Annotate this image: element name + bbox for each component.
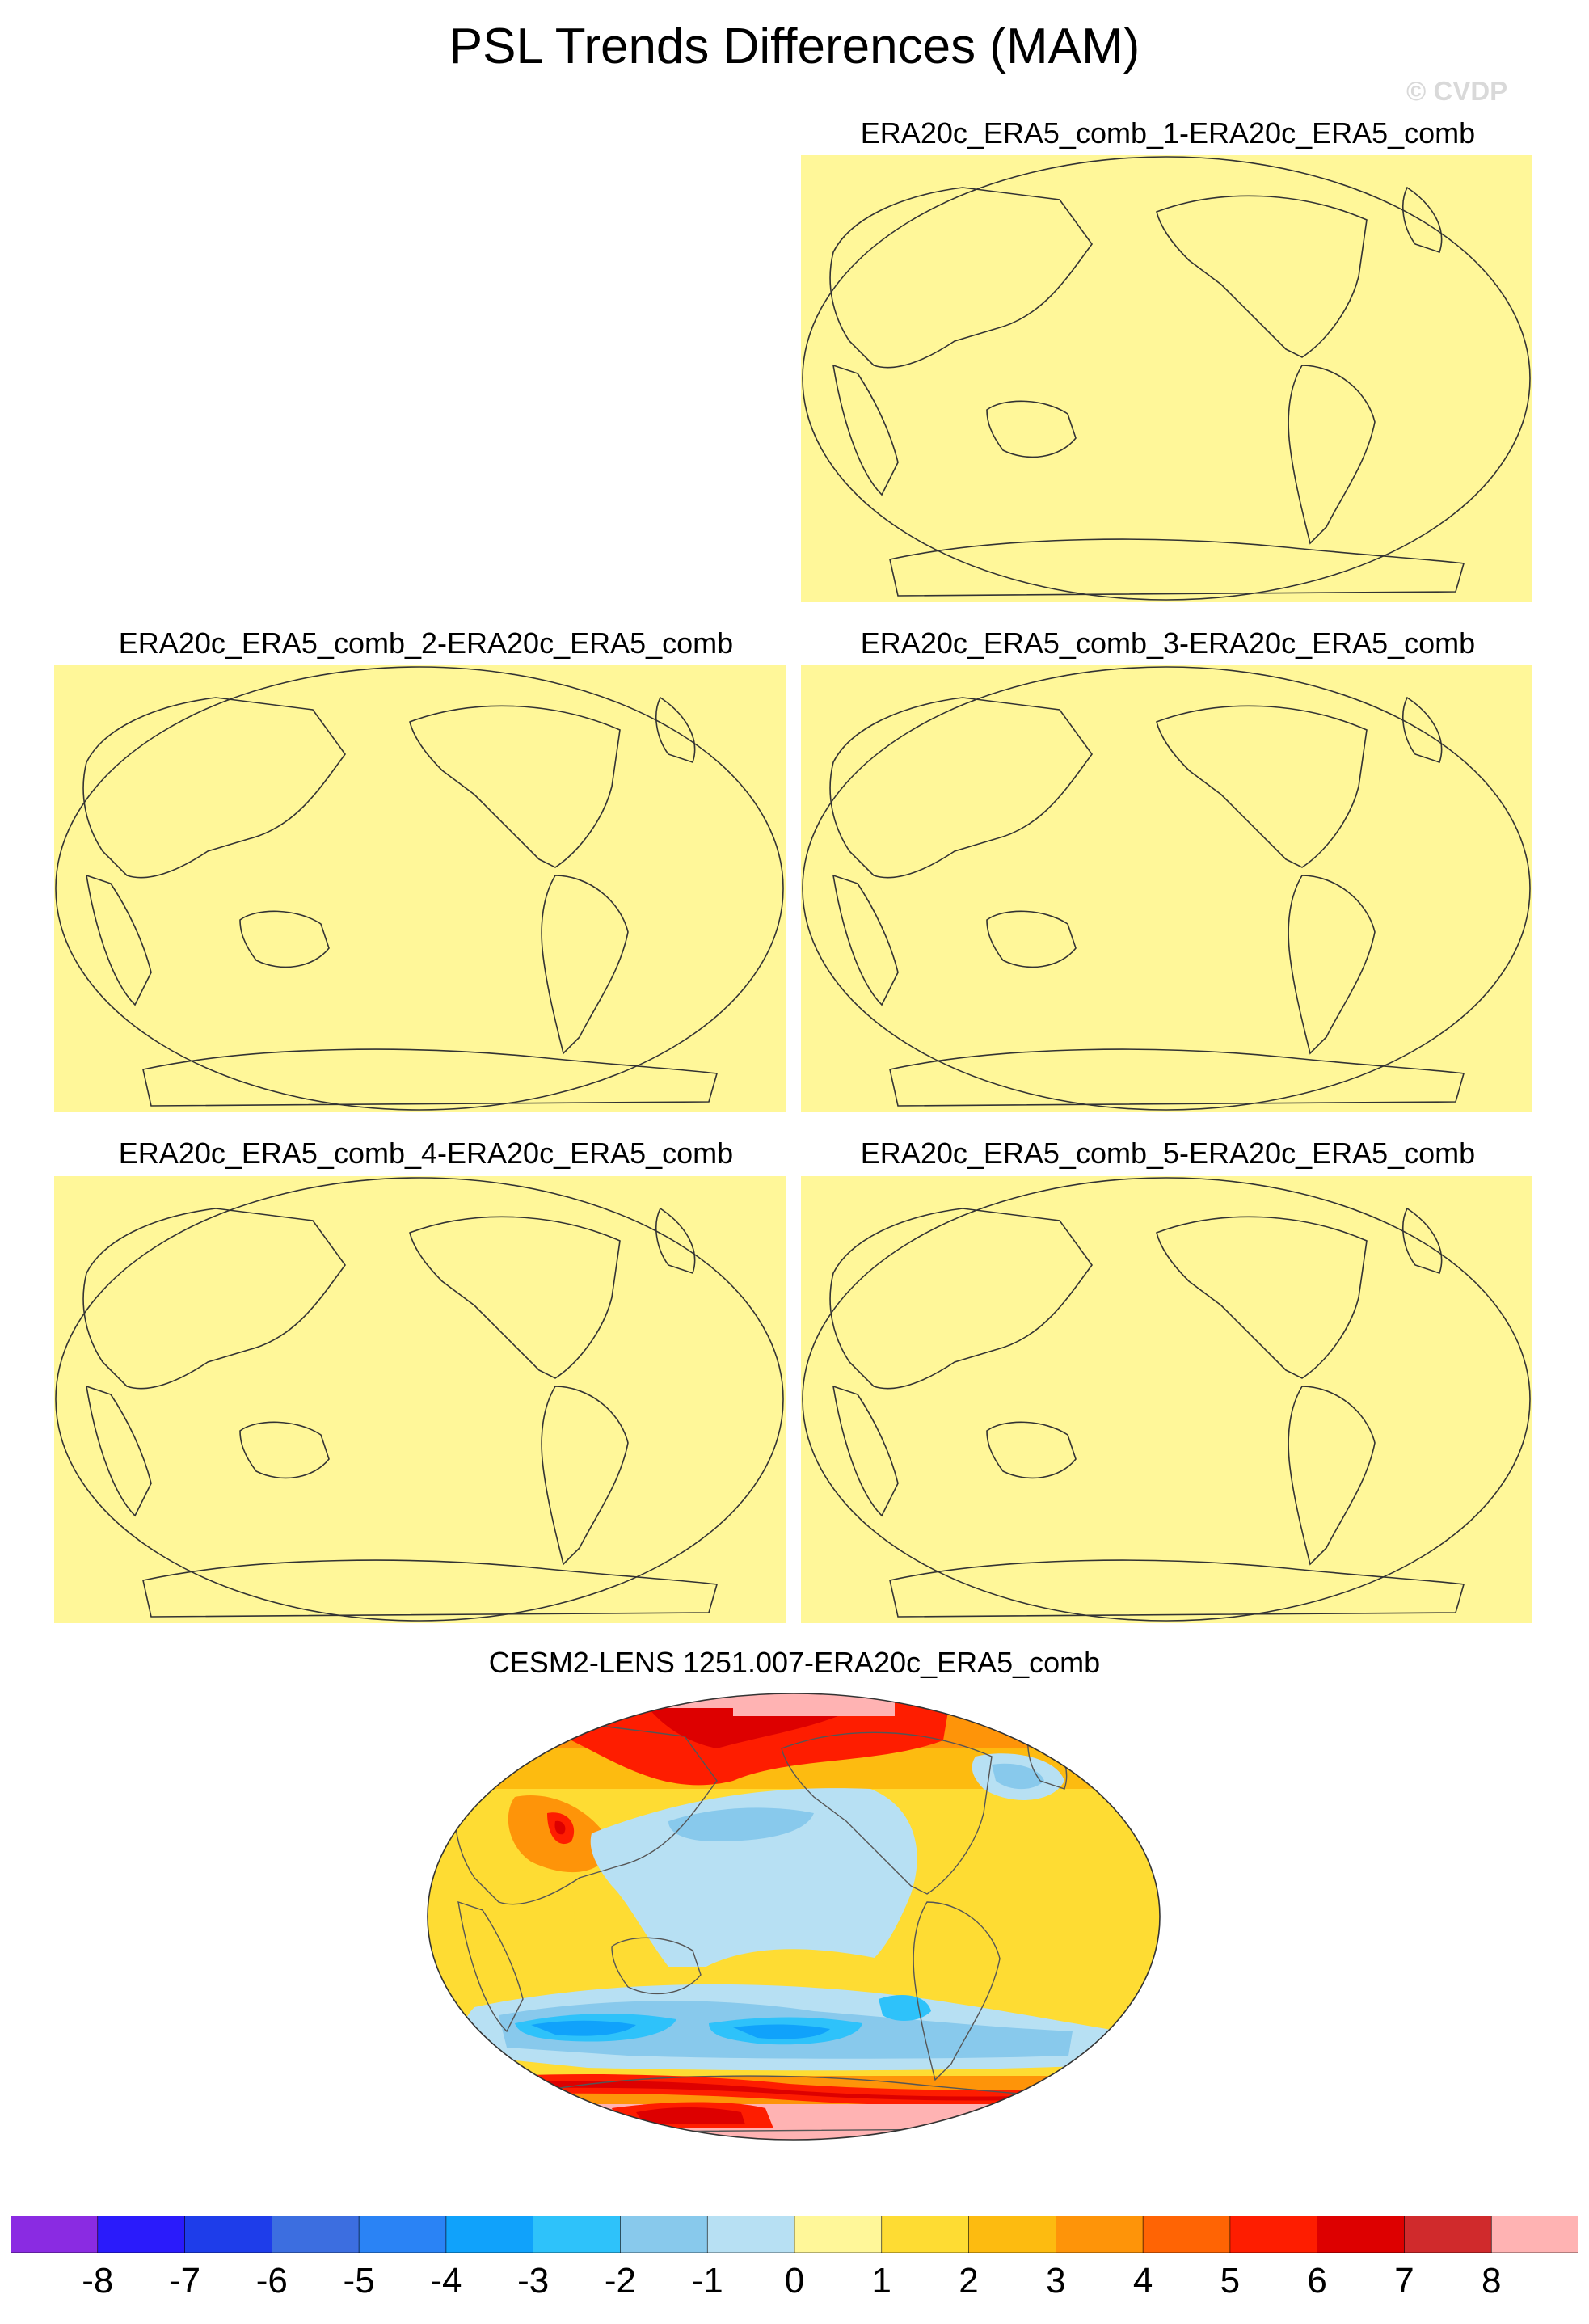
colorbar-tick-label: -1: [691, 2261, 723, 2301]
globe-outline: [802, 666, 1531, 1111]
colorbar-swatch-3: [272, 2215, 360, 2254]
panel-5-map: [801, 1176, 1532, 1623]
panel-6-title: CESM2-LENS 1251.007-ERA20c_ERA5_comb: [488, 1646, 1101, 1679]
coastlines: [829, 696, 1465, 1107]
colorbar-tick-label: 4: [1132, 2261, 1153, 2301]
panel-1-title: ERA20c_ERA5_comb_1-ERA20c_ERA5_comb: [860, 116, 1476, 150]
colorbar-tick-label: 7: [1394, 2261, 1414, 2301]
antarctica-coast: [889, 538, 1465, 597]
colorbar-swatch-7: [620, 2215, 709, 2254]
copyright-watermark: © CVDP: [1406, 76, 1508, 106]
colorbar-tick-label: -3: [517, 2261, 550, 2301]
panel-3-title: ERA20c_ERA5_comb_3-ERA20c_ERA5_comb: [860, 626, 1476, 660]
panel-2-title: ERA20c_ERA5_comb_2-ERA20c_ERA5_comb: [118, 626, 734, 660]
panel-2-map: [54, 665, 786, 1112]
colorbar-tick-label: 8: [1481, 2261, 1502, 2301]
globe-outline: [55, 1177, 784, 1622]
colorbar-swatch-14: [1229, 2215, 1318, 2254]
page-title: PSL Trends Differences (MAM): [449, 19, 1140, 74]
colorbar-tick-label: 3: [1046, 2261, 1066, 2301]
colorbar-tick-label: -7: [168, 2261, 201, 2301]
panel-4-title: ERA20c_ERA5_comb_4-ERA20c_ERA5_comb: [118, 1137, 734, 1170]
panel-1-map-svg: [802, 156, 1531, 601]
colorbar-tick-label: -6: [255, 2261, 288, 2301]
australia-coast: [986, 400, 1077, 458]
panel-6-map: [426, 1692, 1161, 2142]
colorbar-tick-label: -4: [430, 2261, 462, 2301]
greenland-coast: [1402, 186, 1443, 254]
colorbar-svg: [10, 2215, 1579, 2254]
globe-outline: [802, 156, 1531, 601]
panel-3-map-svg: [802, 666, 1531, 1111]
panel-3-map: [801, 665, 1532, 1112]
africa-coast: [832, 364, 899, 496]
colorbar-swatch-16: [1404, 2215, 1493, 2254]
colorbar-tick-label: -5: [343, 2261, 375, 2301]
colorbar-tick-label: 5: [1220, 2261, 1241, 2301]
colorbar-swatch-13: [1142, 2215, 1231, 2254]
colorbar-swatch-4: [358, 2215, 447, 2254]
colorbar-swatch-6: [533, 2215, 622, 2254]
coastlines: [829, 1207, 1465, 1618]
panel-4-map-svg: [55, 1177, 784, 1622]
colorbar-swatch-0: [10, 2215, 99, 2254]
colorbar-swatch-1: [97, 2215, 186, 2254]
colorbar-swatch-11: [968, 2215, 1057, 2254]
panel-5-map-svg: [802, 1177, 1531, 1622]
colorbar-swatch-8: [706, 2215, 795, 2254]
eurasia-coast: [829, 187, 1093, 369]
coastlines: [82, 1207, 719, 1618]
colorbar-swatch-12: [1056, 2215, 1144, 2254]
colorbar-tick-label: 1: [871, 2261, 891, 2301]
colorbar-tick-label: -2: [604, 2261, 636, 2301]
colorbar-tick-label: 2: [959, 2261, 979, 2301]
colorbar-tick-label: -8: [82, 2261, 114, 2301]
south-america-coast: [1288, 365, 1376, 545]
colorbar-swatch-2: [184, 2215, 273, 2254]
colorbar-swatch-10: [881, 2215, 970, 2254]
colorbar-swatch-17: [1490, 2215, 1579, 2254]
colorbar-swatch-5: [445, 2215, 534, 2254]
panel-4-map: [54, 1176, 786, 1623]
coastlines: [82, 696, 719, 1107]
colorbar-swatch-9: [794, 2215, 883, 2254]
globe-outline: [427, 1693, 1161, 2141]
globe-outline: [55, 666, 784, 1111]
colorbar: [10, 2215, 1579, 2254]
colorbar-swatch-15: [1317, 2215, 1406, 2254]
panel-1-map: [801, 155, 1532, 602]
colorbar-tick-label: 0: [784, 2261, 805, 2301]
panel-6-map-svg: [427, 1693, 1161, 2141]
panel-5-title: ERA20c_ERA5_comb_5-ERA20c_ERA5_comb: [860, 1137, 1476, 1170]
coastlines: [829, 186, 1465, 597]
panel-2-map-svg: [55, 666, 784, 1111]
north-america-coast: [1156, 195, 1368, 358]
globe-outline: [802, 1177, 1531, 1622]
colorbar-tick-label: 6: [1307, 2261, 1327, 2301]
